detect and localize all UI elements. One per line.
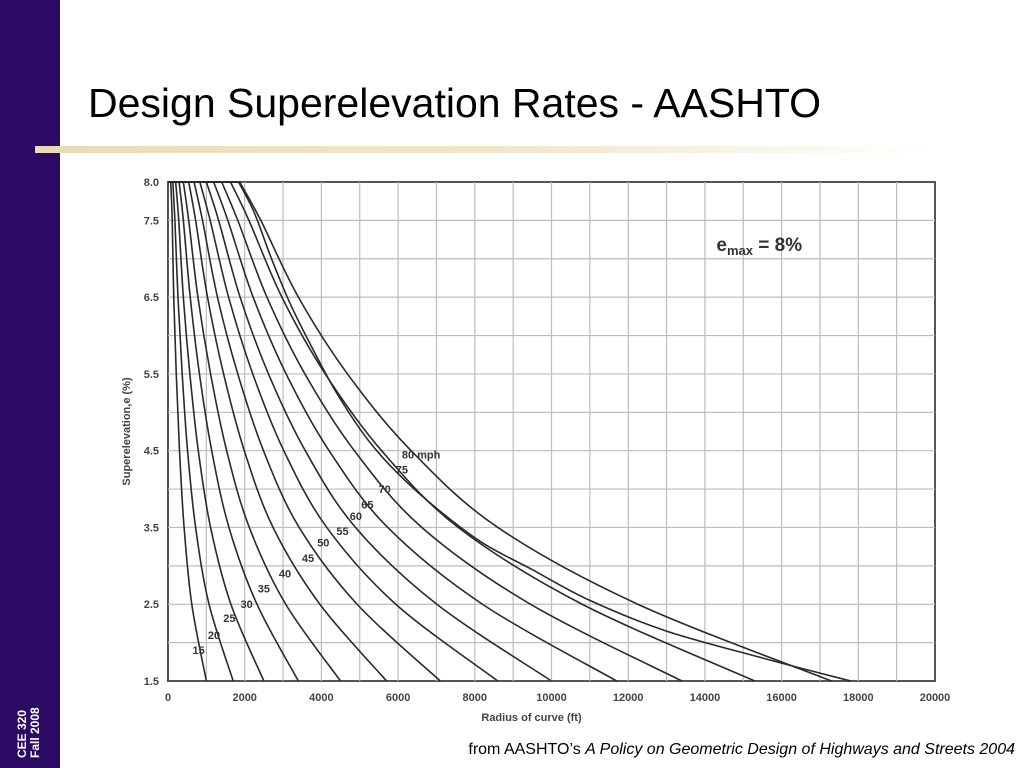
- curve-label: 35: [258, 584, 270, 596]
- source-citation: from AASHTO’s A Policy on Geometric Desi…: [468, 741, 1015, 759]
- curve-40: [168, 181, 388, 682]
- curve-label: 15: [193, 645, 205, 657]
- course-term: Fall 2008: [28, 707, 42, 758]
- y-tick-label: 6.5: [144, 292, 159, 304]
- emax-annotation: emax = 8%: [716, 235, 802, 258]
- y-tick-label: 8.0: [144, 177, 159, 189]
- curve-label: 55: [336, 526, 348, 538]
- curve-label: 75: [396, 465, 408, 477]
- curve-55: [168, 181, 552, 682]
- x-tick-label: 2000: [232, 692, 256, 704]
- source-title: A Policy on Geometric Design of Highways…: [585, 741, 1015, 758]
- y-tick-label: 4.5: [144, 446, 159, 458]
- y-axis-title: Superelevation,e (%): [121, 377, 133, 486]
- x-tick-label: 10000: [536, 692, 567, 704]
- x-tick-label: 12000: [613, 692, 644, 704]
- curve-70: [168, 181, 756, 682]
- x-tick-label: 4000: [309, 692, 333, 704]
- curve-35: [168, 181, 342, 682]
- y-tick-label: 3.5: [144, 522, 159, 534]
- curve-label: 70: [379, 484, 391, 496]
- curve-60: [168, 181, 618, 682]
- y-tick-label: 1.5: [144, 676, 159, 688]
- source-prefix: from AASHTO’s: [468, 741, 586, 758]
- curve-label: 60: [350, 511, 362, 523]
- x-tick-label: 20000: [920, 692, 951, 704]
- x-tick-label: 8000: [463, 692, 487, 704]
- curve-30: [168, 181, 300, 682]
- curve-label: 65: [361, 499, 373, 511]
- curve-65: [168, 181, 683, 682]
- slide-title: Design Superelevation Rates - AASHTO: [88, 80, 822, 126]
- curve-label: 50: [317, 538, 329, 550]
- y-tick-label: 5.5: [144, 369, 159, 381]
- y-tick-label: 2.5: [144, 599, 159, 611]
- title-underline: [35, 146, 935, 153]
- x-axis-title: Radius of curve (ft): [481, 712, 582, 724]
- y-tick-label: 7.5: [144, 215, 159, 227]
- curve-15: [168, 181, 208, 682]
- x-tick-label: 14000: [690, 692, 721, 704]
- x-tick-label: 0: [165, 692, 171, 704]
- curve-label: 40: [279, 568, 291, 580]
- curve-25: [168, 181, 265, 682]
- curve-label: 45: [302, 553, 314, 565]
- curve-75: [168, 181, 832, 682]
- x-tick-label: 18000: [843, 692, 874, 704]
- x-tick-label: 16000: [766, 692, 797, 704]
- course-label: CEE 320 Fall 2008: [15, 648, 45, 758]
- sidebar-band: [0, 0, 60, 768]
- curve-label: 30: [240, 599, 252, 611]
- superelevation-chart: 0 2000 4000 6000 8000 10000 12000 14000 16000 180…: [121, 177, 951, 724]
- curve-50: [168, 181, 499, 682]
- curve-45: [168, 181, 441, 682]
- curve-80-mph: [168, 181, 851, 682]
- curve-label: 25: [223, 613, 235, 625]
- x-tick-label: 6000: [386, 692, 410, 704]
- curve-label: 80 mph: [402, 449, 441, 461]
- course-code: CEE 320: [15, 709, 29, 758]
- curve-20: [168, 181, 234, 682]
- curve-label: 20: [208, 630, 220, 642]
